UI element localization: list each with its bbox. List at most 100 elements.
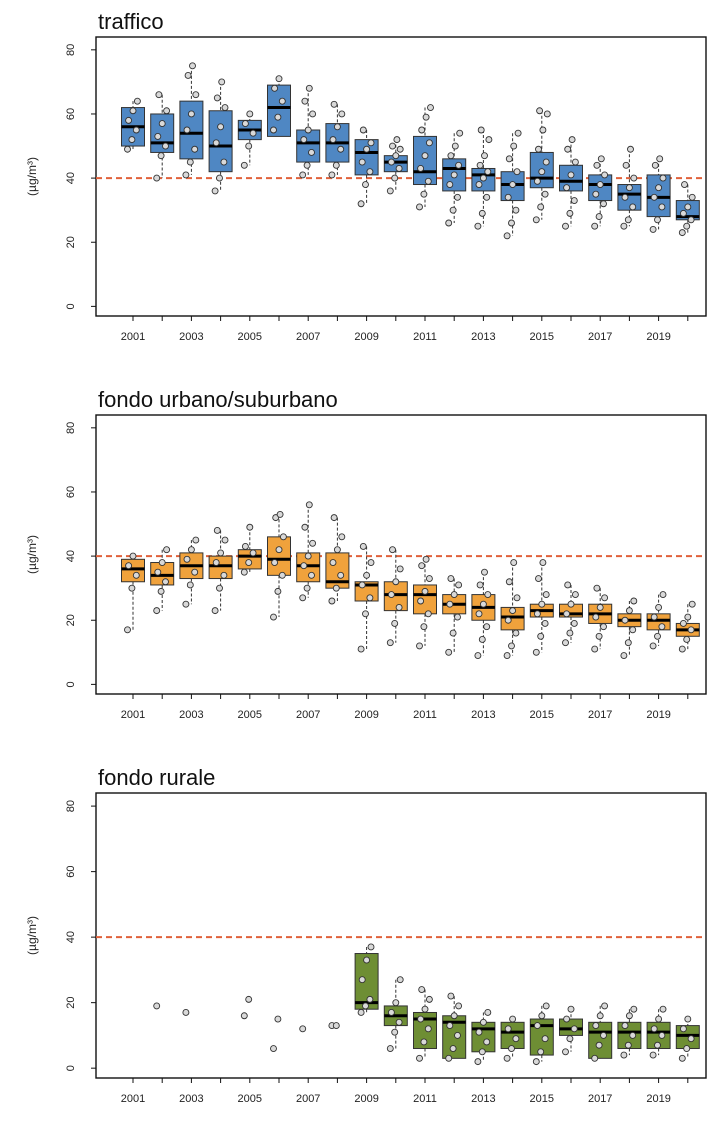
data-point xyxy=(654,216,661,224)
data-point xyxy=(592,1022,600,1030)
box-body xyxy=(296,129,321,163)
data-point xyxy=(503,232,511,240)
data-point xyxy=(535,145,542,153)
data-point xyxy=(332,161,340,169)
data-point xyxy=(395,1018,403,1026)
x-tick-label: 2009 xyxy=(354,709,378,721)
data-point xyxy=(153,607,161,615)
x-tick-label: 2013 xyxy=(471,709,495,721)
data-point xyxy=(393,136,401,144)
data-point xyxy=(678,1054,686,1062)
data-point xyxy=(163,107,171,115)
data-point xyxy=(417,165,425,172)
data-point xyxy=(564,145,572,153)
box-2010 xyxy=(383,136,408,195)
data-point xyxy=(688,193,696,201)
data-point xyxy=(338,533,346,541)
data-point xyxy=(392,152,400,160)
data-point xyxy=(474,222,482,230)
x-tick-label: 2001 xyxy=(121,1093,145,1105)
data-point xyxy=(186,581,194,589)
data-point xyxy=(241,120,249,128)
data-point xyxy=(659,174,667,182)
data-point xyxy=(475,610,483,618)
data-point xyxy=(625,1012,633,1020)
data-point xyxy=(536,107,544,115)
data-point xyxy=(684,1015,692,1023)
data-point xyxy=(391,619,399,627)
data-point xyxy=(484,168,492,176)
data-point xyxy=(541,190,549,198)
box-2011 xyxy=(413,104,437,211)
data-point xyxy=(187,110,195,118)
data-point xyxy=(538,168,546,176)
data-point xyxy=(481,568,488,576)
data-point xyxy=(424,610,432,618)
y-tick-label: 20 xyxy=(65,236,77,248)
data-point xyxy=(445,648,453,656)
data-point xyxy=(129,107,137,115)
data-point xyxy=(479,1018,487,1026)
data-point xyxy=(274,1015,282,1023)
box-2020 xyxy=(675,600,700,653)
box-2008 xyxy=(325,514,350,605)
box-2018 xyxy=(617,145,642,230)
box-2017 xyxy=(588,584,613,653)
data-point xyxy=(328,597,336,605)
data-point xyxy=(562,639,569,647)
data-point xyxy=(625,607,633,615)
x-tick-label: 2013 xyxy=(471,1093,495,1105)
data-point xyxy=(484,1009,492,1016)
data-point xyxy=(624,216,632,224)
data-point xyxy=(535,575,542,583)
box-2017 xyxy=(588,155,613,230)
data-point xyxy=(629,203,637,211)
data-point xyxy=(420,1038,428,1046)
data-point xyxy=(504,1025,512,1033)
box-2006 xyxy=(270,1015,282,1052)
data-point xyxy=(485,136,493,144)
box-body xyxy=(208,110,233,173)
data-point xyxy=(649,225,657,233)
data-point xyxy=(153,1002,161,1010)
x-tick-label: 2003 xyxy=(179,709,203,721)
data-point xyxy=(450,1012,458,1020)
box-2001 xyxy=(121,97,145,153)
data-point xyxy=(503,652,511,659)
data-point xyxy=(449,206,457,214)
box-2016 xyxy=(559,136,583,230)
data-point xyxy=(363,571,371,579)
data-point xyxy=(358,581,366,589)
data-point xyxy=(418,562,426,570)
data-point xyxy=(163,546,171,554)
data-point xyxy=(477,126,485,134)
data-point xyxy=(650,613,658,621)
data-point xyxy=(591,645,599,653)
data-point xyxy=(416,203,423,211)
data-point xyxy=(479,174,487,182)
data-point xyxy=(564,581,572,589)
y-tick-label: 20 xyxy=(65,614,77,626)
data-point xyxy=(678,645,686,653)
data-point xyxy=(308,148,315,156)
data-point xyxy=(596,181,604,188)
data-point xyxy=(333,546,341,554)
data-point xyxy=(221,104,229,112)
data-point xyxy=(543,110,551,118)
data-point xyxy=(362,610,369,618)
x-tick-label: 2011 xyxy=(413,709,437,721)
data-point xyxy=(416,642,423,650)
data-point xyxy=(684,203,692,211)
data-point xyxy=(476,161,484,169)
data-point xyxy=(213,526,221,534)
box-body xyxy=(354,139,379,176)
data-point xyxy=(512,206,520,214)
box-2013 xyxy=(471,1009,496,1066)
data-point xyxy=(601,1002,609,1010)
box-2006 xyxy=(267,75,291,137)
box-2014 xyxy=(500,559,525,659)
y-tick-label: 40 xyxy=(65,550,77,562)
data-point xyxy=(596,1012,604,1020)
data-point xyxy=(625,184,633,192)
data-point xyxy=(566,209,574,217)
